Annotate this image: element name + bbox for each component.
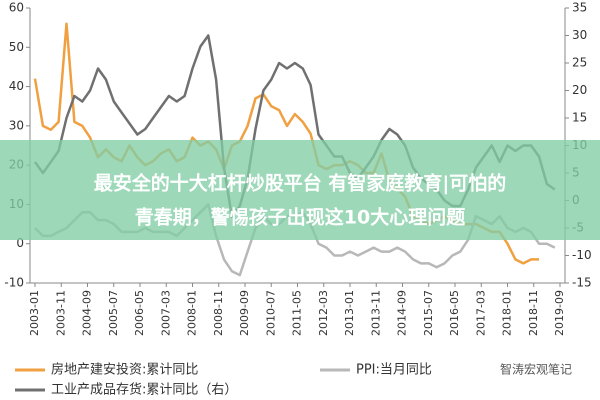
y2-tick-label: 35 [572,1,587,15]
x-tick-label: 2016-05 [448,290,461,336]
y-tick-label: 60 [9,1,24,15]
x-tick-label: 2015-07 [422,290,435,336]
legend-label: 工业产成品存货:累计同比（右） [51,382,237,398]
y2-tick-label: 20 [572,83,587,97]
x-tick-label: 2012-03 [317,290,330,336]
x-tick-label: 2013-01 [343,290,356,336]
y-tick-label: 50 [9,40,24,54]
x-tick-label: 2010-07 [264,290,277,336]
overlay-title: 最安全的十大杠杆炒股平台 有智家庭教育|可怕的 [94,172,507,195]
x-tick-label: 2018-11 [527,290,540,336]
y-tick-label: 0 [16,236,24,250]
watermark: 智涛宏观笔记 [500,362,572,377]
x-tick-label: 2003-11 [54,290,67,336]
y-tick-label: 30 [9,118,24,132]
x-tick-label: 2008-01 [186,290,199,336]
y2-tick-label: -15 [572,276,592,290]
x-tick-label: 2009-09 [238,290,251,336]
x-tick-label: 2008-11 [212,290,225,336]
x-tick-label: 2019-09 [553,290,566,336]
legend-label: PPI:当月同比 [356,363,432,378]
overlay-banner [0,140,600,240]
y2-tick-label: 25 [572,56,587,70]
overlay-title: 青春期，警惕孩子出现这10大心理问题 [135,206,465,229]
x-tick-label: 2007-03 [159,290,172,336]
x-tick-label: 2003-01 [28,290,41,336]
y2-tick-label: -10 [572,248,592,262]
x-tick-label: 2018-01 [501,290,514,336]
x-tick-label: 2005-07 [107,290,120,336]
x-tick-label: 2014-09 [396,290,409,336]
x-tick-label: 2004-09 [81,290,94,336]
y2-tick-label: 15 [572,111,587,125]
x-tick-label: 2017-03 [474,290,487,336]
x-tick-label: 2006-05 [133,290,146,336]
x-tick-label: 2013-11 [369,290,382,336]
y-tick-label: 40 [9,79,24,93]
y2-tick-label: 30 [572,28,587,42]
x-tick-label: 2011-05 [291,290,304,336]
legend-label: 房地产建安投资:累计同比 [51,362,198,378]
y-tick-label: -10 [4,276,24,290]
